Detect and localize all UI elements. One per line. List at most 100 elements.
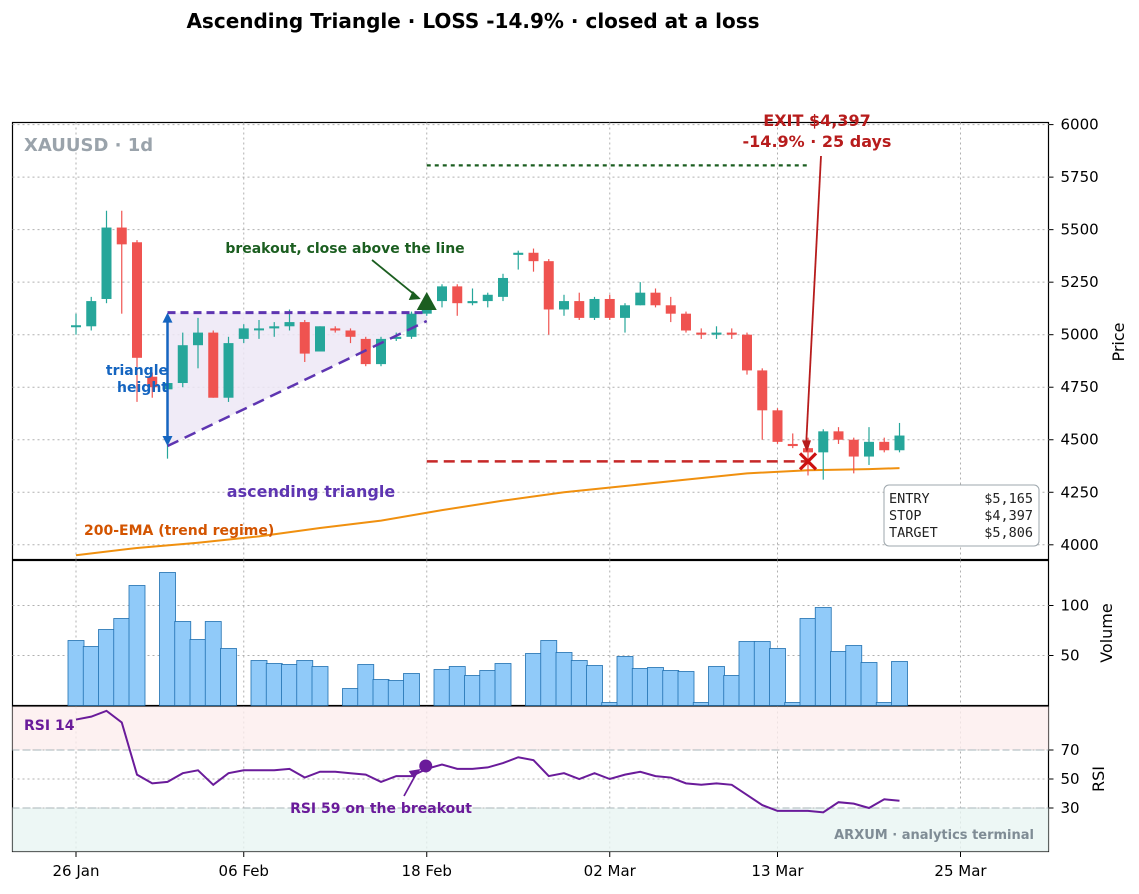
candle-body (681, 313, 691, 331)
candle-body (818, 431, 829, 453)
chart-title: Ascending Triangle · LOSS -14.9% · close… (186, 9, 759, 33)
x-tick-label: 13 Mar (751, 862, 804, 880)
price-axis-label: Price (1109, 322, 1128, 361)
oversold-zone (12, 808, 1049, 852)
candle-body (543, 261, 554, 310)
candle-body (879, 441, 890, 451)
volume-bar (891, 661, 908, 706)
candle-body (635, 292, 646, 306)
candle-body (864, 441, 874, 457)
volume-bar (616, 656, 634, 706)
symbol-label: XAUUSD · 1d (24, 135, 153, 156)
volume-bar (250, 660, 268, 706)
rsi-series-label: RSI 14 (24, 718, 75, 734)
price-tick-label: 4000 (1061, 536, 1099, 554)
candle-body (589, 298, 600, 318)
rsi-tick-label: 30 (1061, 799, 1080, 817)
volume-bar (357, 664, 375, 706)
candle-body (208, 332, 219, 398)
candle-body (513, 252, 524, 255)
candle-body (559, 301, 569, 310)
price-tick-label: 6000 (1061, 116, 1099, 134)
rsi-line (75, 709, 900, 814)
volume-axis-label: Volume (1097, 603, 1116, 663)
candle-body (574, 301, 585, 318)
volume-bar (265, 663, 283, 706)
candle-body (894, 435, 905, 451)
volume-bar (647, 667, 664, 706)
volume-bar (723, 675, 741, 706)
info-value: $4,397 (984, 508, 1033, 524)
x-axis: 26 Jan 06 Feb 18 Feb 02 Mar 13 Mar 25 Mar (53, 851, 987, 880)
info-value: $5,165 (984, 491, 1033, 507)
volume-bar (403, 673, 420, 706)
x-tick-label: 26 Jan (53, 862, 100, 880)
breakout-arrow-head (408, 291, 421, 301)
price-grid: 4000 4250 4500 4750 5000 5250 5500 5750 6000 (12, 116, 1099, 560)
candle-body (315, 326, 325, 352)
exit-label-result: -14.9% · 25 days (743, 132, 892, 151)
volume-bar (82, 646, 100, 706)
volume-bar (525, 653, 542, 706)
candle-body (650, 292, 661, 306)
rsi-breakout-label: RSI 59 on the breakout (290, 801, 472, 817)
volume-bar (387, 680, 405, 706)
exit-arrow-shaft (805, 155, 822, 448)
volume-bar (860, 662, 878, 706)
candle-body (452, 286, 463, 304)
volume-bar (281, 664, 298, 706)
support-line (166, 319, 428, 448)
volume-bar (128, 585, 146, 706)
rsi-axis-label: RSI (1089, 766, 1108, 792)
volume-bar (570, 660, 588, 706)
candle-body (299, 322, 310, 354)
volume-bar (586, 665, 603, 706)
info-key: TARGET (889, 525, 938, 541)
volume-bar (784, 702, 802, 706)
volume-bar (113, 618, 131, 706)
watermark: ARXUM · analytics terminal (834, 828, 1034, 843)
x-tick-label: 25 Mar (934, 862, 987, 880)
info-key: ENTRY (889, 491, 930, 507)
candle-body (711, 332, 722, 335)
rsi-arrow-head (408, 768, 421, 779)
volume-bar (296, 660, 314, 706)
breakout-label: breakout, close above the line (225, 241, 464, 257)
volume-bar (67, 640, 85, 706)
volume-bar (540, 640, 558, 706)
rsi-tick-label: 50 (1061, 770, 1080, 788)
candle-body (345, 330, 356, 337)
height-arrow-head-top (162, 312, 173, 323)
volume-bar (479, 670, 497, 706)
price-tick-label: 4500 (1061, 431, 1099, 449)
candle-body (177, 345, 188, 384)
candle-body (330, 328, 341, 331)
volume-bar (174, 621, 192, 706)
price-tick-label: 5000 (1061, 326, 1099, 344)
volume-bar (494, 663, 512, 706)
volume-bar (692, 702, 710, 706)
volume-bar (845, 645, 863, 706)
volume-tick-label: 50 (1061, 647, 1080, 665)
volume-bar (342, 688, 359, 706)
candle-body (193, 332, 203, 346)
candle-body (437, 286, 447, 302)
candle-body (269, 326, 280, 329)
candle-body (101, 227, 112, 299)
volume-bar (464, 675, 481, 706)
exit-label-price: EXIT $4,397 (763, 111, 870, 130)
candle-body (726, 332, 737, 335)
x-tick-label: 06 Feb (219, 862, 269, 880)
volume-bar (159, 572, 176, 706)
candle-body (391, 336, 402, 339)
volume-bar (753, 641, 771, 706)
volume-bar (799, 618, 817, 706)
volume-bar (814, 607, 832, 706)
price-tick-label: 4250 (1061, 483, 1099, 501)
candle-body (116, 227, 127, 245)
exit-marker-b (798, 452, 818, 471)
info-key: STOP (889, 508, 922, 524)
candle-body (147, 376, 158, 388)
info-box (883, 484, 1040, 547)
